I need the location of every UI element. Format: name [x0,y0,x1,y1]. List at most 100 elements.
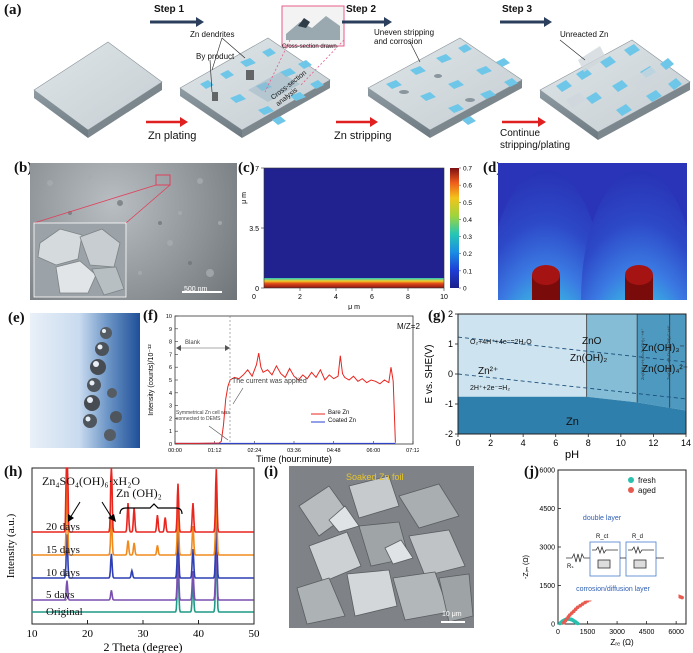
colorbar-tick-label: 0.1 [463,268,472,275]
j-x-tick-label: 0 [556,629,560,636]
symmetrical-cell-label: Symmetrical Zn cell was connected to DEM… [176,410,230,422]
region-zno [586,314,638,403]
corrosion-diffusion-label: corrosion/diffusion layer [576,586,650,593]
c-x-tick-label: 6 [370,294,374,301]
f-ylabel: Intensity (counts)/10⁻¹² [148,344,155,416]
j-y-tick-label: 4500 [539,506,555,513]
chart-f: 00:00 01:12 02:24 03:36 04:48 06:00 07:12 0 1 2 3 4… [148,314,419,464]
panel-label-e: (e) [8,310,25,326]
legend-bare-zn: Bare Zn [328,410,350,416]
species-1-label: Zn₄SO₄(OH)₆·xH₂O [42,474,141,488]
sem-image-b [30,163,237,300]
zn-stripping-label: Zn stripping [334,130,392,142]
species-2-label: Zn (OH)₂ [116,486,162,500]
continued-cycling-slab [539,39,691,140]
j-y-tick-label: 0 [551,622,555,629]
step-2-label: Step 2 [346,4,377,15]
label-5-days: 5 days [46,589,75,601]
colorbar-tick-label: 0.5 [463,200,472,207]
f-y-tick-label: 2 [169,416,172,422]
f-x-tick-label: 07:12 [406,448,419,454]
j-y-tick-label: 3000 [539,545,555,552]
colorbar-tick-label: 0.7 [463,166,472,173]
f-y-tick-label: 6 [169,365,172,371]
equivalent-circuit [566,541,664,577]
panel-label-i: (i) [264,464,279,480]
h-x-tick-label: 20 [82,628,94,640]
unreacted-zn-label: Unreacted Zn [560,30,609,39]
h-x-tick-label: 50 [249,628,261,640]
c-x-tick-label: 2 [298,294,302,301]
f-y-tick-label: 4 [169,391,172,397]
f-y-tick-label: 5 [169,378,172,384]
panel-label-d: (d) [483,160,502,176]
panel-label-a: (a) [4,2,22,18]
panel-label-f: (f) [143,308,158,324]
water-line-O2 [457,336,687,363]
label-15-days: 15 days [46,544,80,556]
g-y-tick-label: 0 [448,369,453,379]
region-znoh2-label: Zn(OH)₂ [570,353,608,364]
j-x-tick-label: 1500 [580,629,596,636]
chart-j: 0 1500 3000 4500 6000 0 1500 3000 4500 6000 Zᵣₑ (Ω… [523,468,687,647]
panel-label-c: (c) [238,160,255,176]
c-x-tick-label: 10 [440,294,448,301]
uneven-stripping-label: Uneven stripping and corrosion [374,28,435,46]
j-x-tick-label: 6000 [668,629,684,636]
series-bare-zn [175,353,396,444]
h-x-tick-label: 10 [27,628,39,640]
panel-label-h: (h) [4,464,23,480]
photo-e-bubbles [30,313,140,448]
h-xlabel: 2 Theta (degree) [103,640,182,653]
scale-bar-i-label: 10 μm [442,611,462,618]
panel-label-b: (b) [14,160,33,176]
f-x-tick-label: 02:24 [247,448,261,454]
j-point-fresh [575,621,580,626]
f-y-tick-label: 10 [166,314,172,320]
zn-plating-slab [179,37,331,138]
g-x-tick-label: 8 [586,438,591,448]
panel-label-g: (g) [428,308,446,324]
f-x-tick-label: 03:36 [287,448,301,454]
colorbar-tick-label: 0.4 [463,217,472,224]
legend-coated-zn: Coated Zn [328,418,357,424]
mz-label: M/Z=2 [397,322,420,331]
rs-label: Rₛ [567,564,574,570]
f-x-tick-label: 04:48 [327,448,341,454]
hydrogen-line-label: 2H⁺+2e⁻=H₂ [470,385,511,392]
current-applied-label: The current was applied [232,378,307,385]
f-x-tick-label: 01:12 [208,448,222,454]
gas-bubbles [83,327,122,441]
region-znoh3-label: Zn(OH)₃⁻ [642,343,685,354]
legend-aged-marker [628,487,634,493]
chart-h: 10 20 30 40 50 2 Theta (degree) Intensity (a.u… [5,467,261,653]
legend-fresh-marker [628,477,634,483]
step-1-label: Step 1 [154,4,185,15]
f-x-tick-label: 06:00 [366,448,380,454]
continue-label: Continue stripping/plating [500,128,571,151]
zn-dendrites-label: Zn dendrites [190,30,235,39]
blank-label: Blank [185,340,201,346]
g-x-tick-label: 4 [521,438,526,448]
g-y-tick-label: -1 [445,399,453,409]
legend-aged-label: aged [638,486,656,495]
g-x-tick-label: 6 [553,438,558,448]
c-y-tick-label: 0 [255,286,259,293]
colorbar-tick-label: 0.6 [463,183,472,190]
panel-a-illustration [33,5,691,140]
f-y-tick-label: 9 [169,327,172,333]
c-ylabel: μ m [241,192,248,204]
region-zn2 [458,314,587,397]
g-y-tick-label: 1 [448,339,453,349]
region-zn2-label: Zn²⁺ [478,366,499,377]
xrd-series-20-days [32,467,254,533]
c-x-tick-label: 8 [406,294,410,301]
j-x-tick-label: 3000 [609,629,625,636]
colorbar-tick-label: 0 [463,286,467,293]
g-x-tick-label: 0 [455,438,460,448]
h-x-tick-label: 40 [193,628,205,640]
vertical-label-1: Zn(OH)₂+H₂O=Zn(OH)₃⁻+H⁺ [640,328,645,380]
oxygen-line-label: O₂+4H⁺+4e⁻=2H₂O [470,339,532,346]
region-znoh4-label: Zn(OH)₄²⁻ [642,364,689,375]
